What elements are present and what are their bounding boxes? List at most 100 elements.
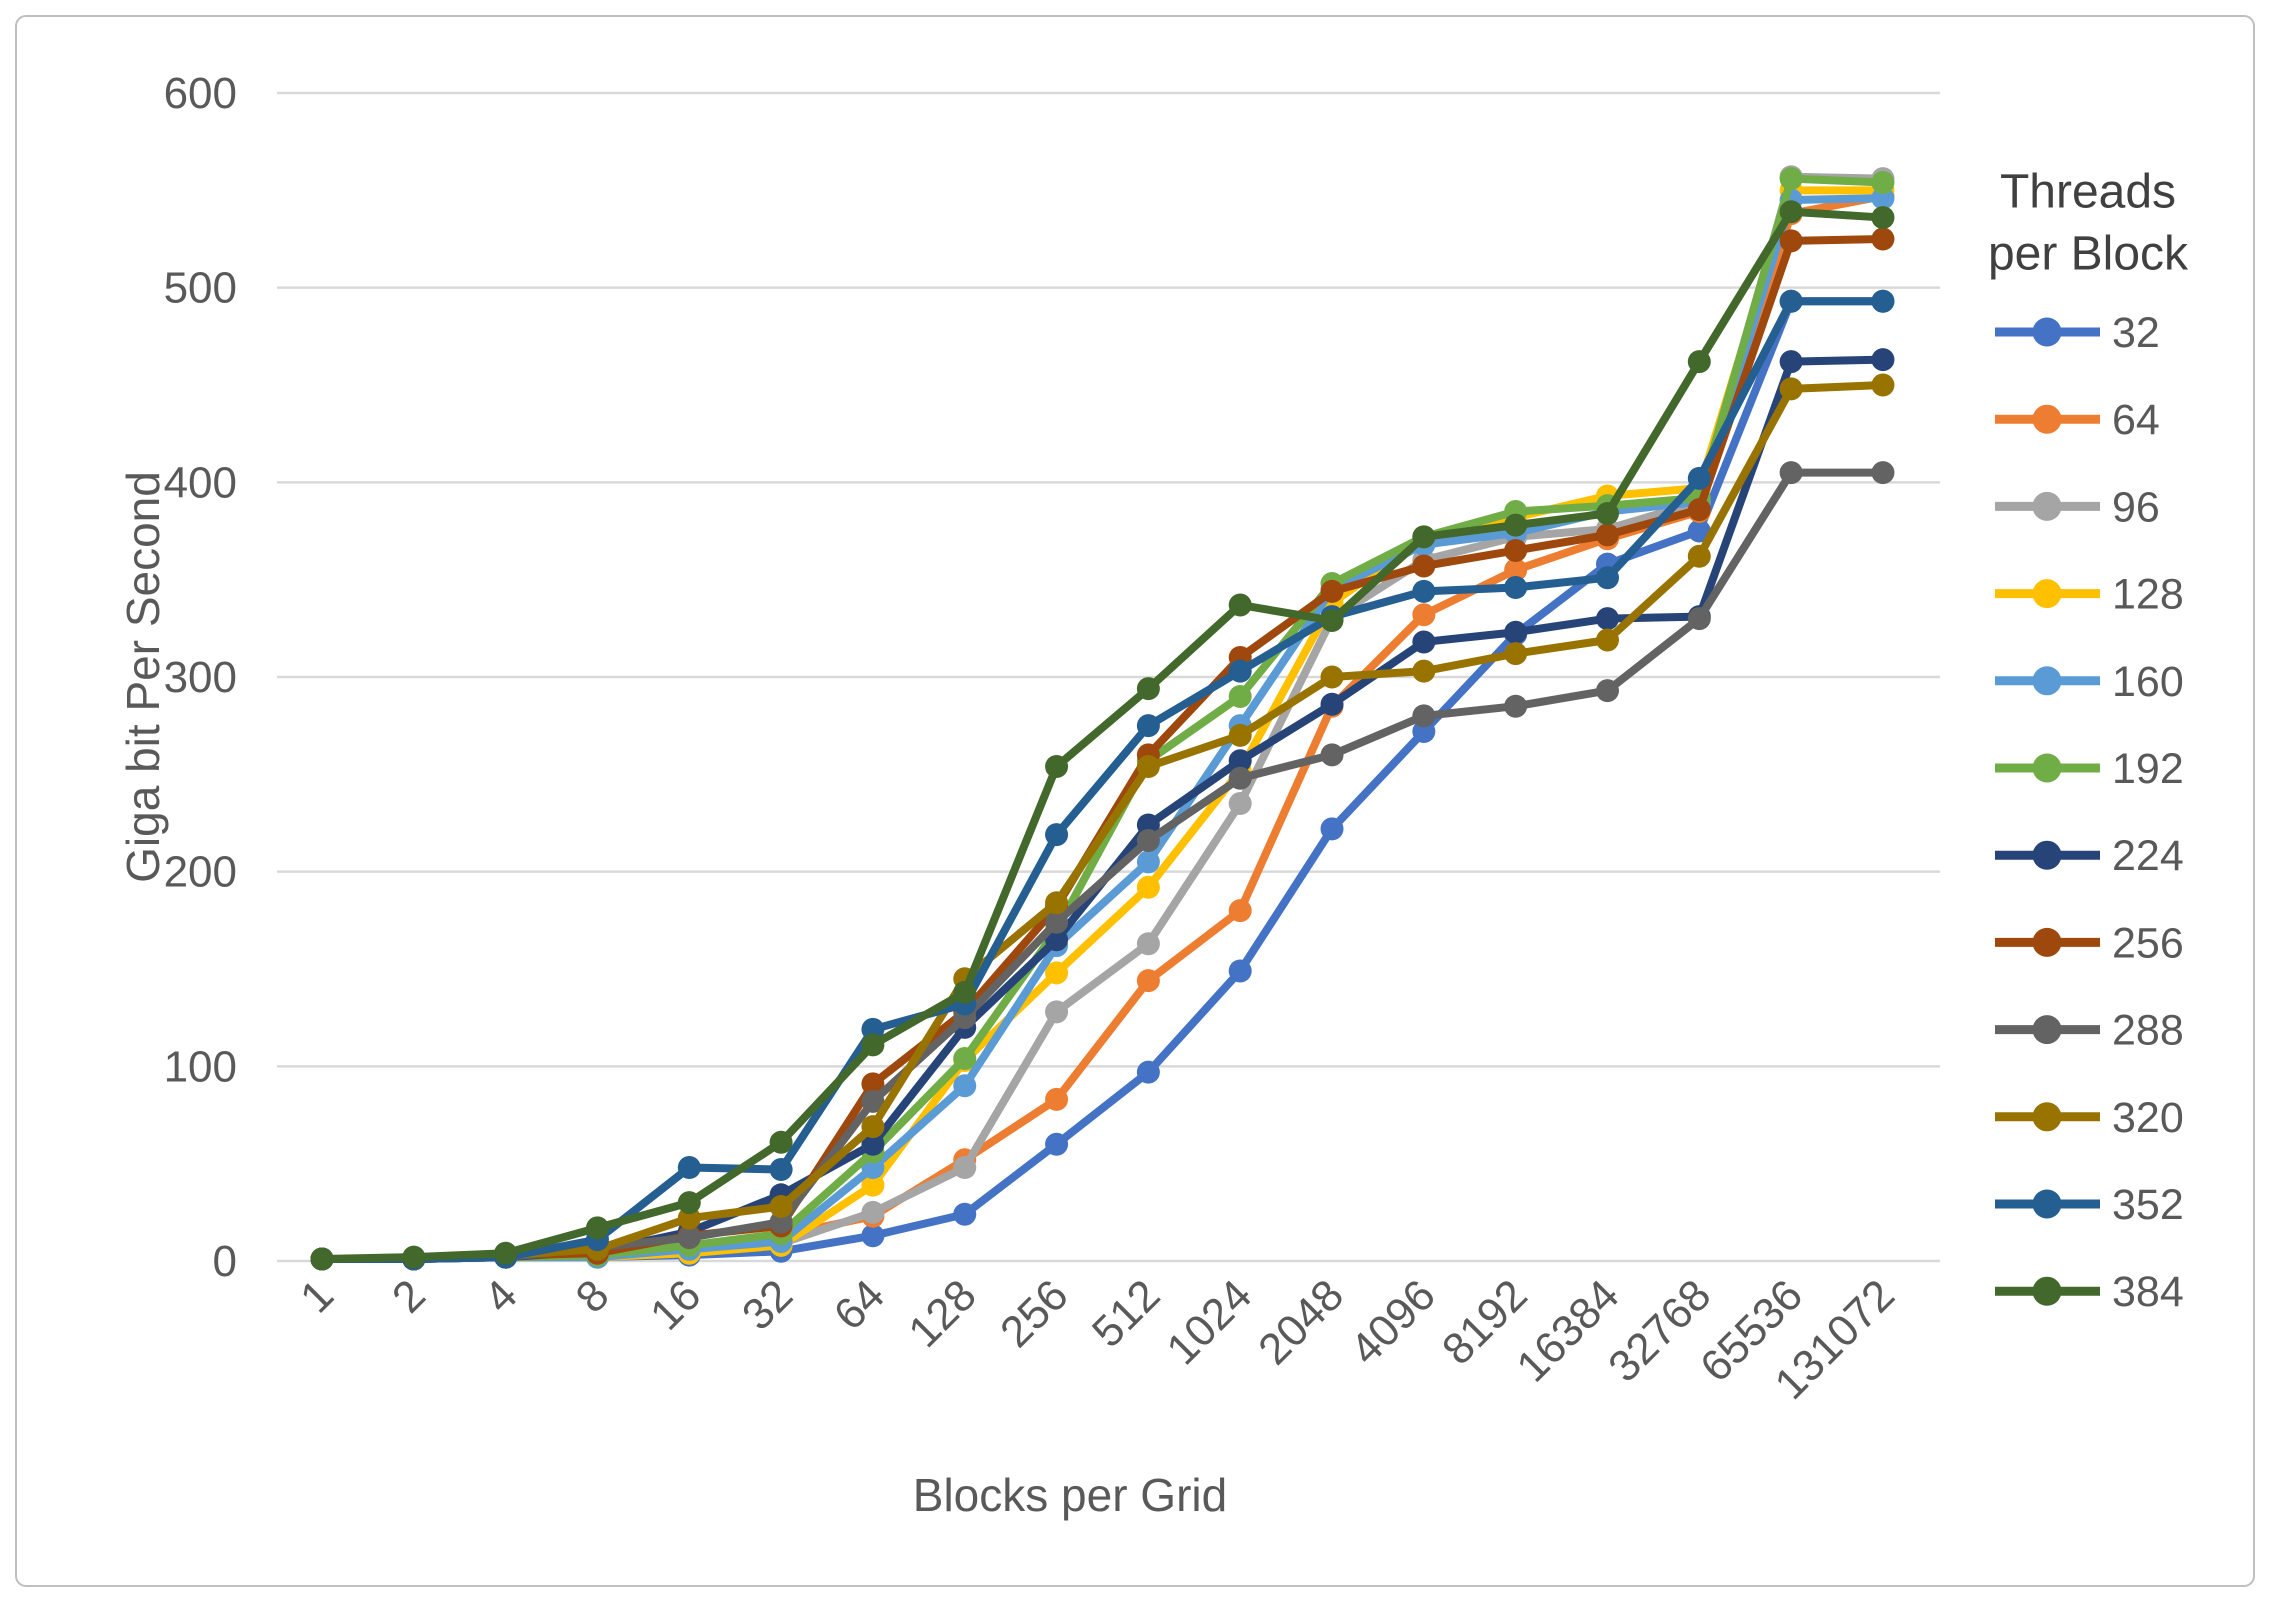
series-marker-384 (1595, 501, 1619, 525)
y-tick-label: 300 (164, 653, 237, 702)
series-marker-192 (953, 1047, 977, 1071)
series-marker-384 (1136, 677, 1160, 701)
series-marker-352 (1779, 289, 1803, 313)
series-marker-224 (1504, 620, 1528, 644)
x-tick-label: 256 (991, 1270, 1078, 1357)
series-marker-320 (1779, 377, 1803, 401)
series-marker-320 (1045, 891, 1069, 915)
series-marker-352 (1871, 289, 1895, 313)
series-marker-256 (1412, 554, 1436, 578)
series-line-96 (318, 172, 1887, 1264)
series-marker-384 (585, 1216, 609, 1240)
series-marker-288 (1136, 829, 1160, 853)
legend-label: 96 (2112, 483, 2160, 531)
series-marker-352 (1595, 566, 1619, 590)
legend-item-384: 384 (1995, 1268, 2184, 1316)
series-marker-288 (1595, 679, 1619, 703)
legend-item-352: 352 (1995, 1181, 2184, 1229)
series-marker-224 (1412, 630, 1436, 654)
x-tick-label: 2048 (1249, 1270, 1353, 1374)
series-marker-352 (677, 1156, 701, 1180)
legend-item-192: 192 (1995, 745, 2184, 793)
series-marker-384 (953, 980, 977, 1004)
x-tick-label: 16384 (1507, 1270, 1628, 1391)
series-marker-352 (769, 1158, 793, 1182)
legend-label: 288 (2112, 1007, 2184, 1055)
series-marker-384 (1779, 200, 1803, 224)
legend-item-320: 320 (1995, 1094, 2184, 1142)
series-marker-256 (1779, 229, 1803, 253)
legend-label: 64 (2112, 396, 2160, 444)
series-marker-288 (1412, 704, 1436, 728)
series-marker-384 (1412, 525, 1436, 549)
series-marker-32 (953, 1202, 977, 1226)
x-tick-label: 1024 (1157, 1270, 1261, 1374)
legend-label: 320 (2112, 1094, 2184, 1142)
series-marker-32 (1045, 1132, 1069, 1156)
x-tick-label: 16 (641, 1270, 710, 1339)
series-marker-352 (1045, 823, 1069, 847)
series-marker-32 (1136, 1060, 1160, 1084)
series-marker-288 (1320, 743, 1344, 767)
series-marker-384 (1504, 513, 1528, 537)
series-marker-96 (1136, 932, 1160, 956)
legend-swatch-marker (2032, 666, 2062, 696)
y-tick-label: 0 (213, 1237, 237, 1286)
y-axis-title: Giga bit Per Second (117, 471, 169, 883)
series-marker-384 (494, 1241, 518, 1265)
x-tick-label: 32768 (1599, 1270, 1720, 1391)
x-tick-label: 128 (899, 1270, 986, 1357)
legend-label: 384 (2112, 1268, 2184, 1316)
series-marker-96 (953, 1156, 977, 1180)
series-marker-128 (1045, 961, 1069, 985)
legend-label: 256 (2112, 919, 2184, 967)
legend-item-128: 128 (1995, 571, 2184, 619)
series-marker-320 (1504, 642, 1528, 666)
series-marker-320 (1412, 659, 1436, 683)
series-marker-352 (1228, 659, 1252, 683)
legend-label: 224 (2112, 832, 2184, 880)
series-line-288 (318, 468, 1887, 1264)
series-marker-320 (1320, 665, 1344, 689)
y-tick-label: 200 (164, 848, 237, 897)
series-marker-224 (1045, 928, 1069, 952)
series-marker-384 (1320, 609, 1344, 633)
series-marker-32 (861, 1224, 885, 1248)
series-marker-384 (1687, 350, 1711, 374)
series-line-320 (318, 380, 1887, 1264)
series-marker-352 (1412, 579, 1436, 603)
series-line-384 (318, 207, 1887, 1264)
series-marker-224 (1779, 350, 1803, 374)
y-tick-label: 100 (164, 1042, 237, 1091)
x-tick-label: 4 (475, 1270, 527, 1322)
x-tick-label: 8 (567, 1270, 619, 1322)
series-marker-64 (1228, 899, 1252, 923)
series-marker-288 (1687, 607, 1711, 631)
legend-label: 192 (2112, 745, 2184, 793)
series-marker-288 (861, 1089, 885, 1113)
series-marker-64 (1504, 558, 1528, 582)
legend-item-224: 224 (1995, 832, 2184, 880)
legend-title-line-1: Threads (1999, 165, 2177, 219)
series-marker-384 (402, 1245, 426, 1269)
series-marker-96 (1045, 1000, 1069, 1024)
y-tick-label: 400 (164, 458, 237, 507)
series-marker-352 (1687, 466, 1711, 490)
series-marker-384 (1045, 755, 1069, 779)
series-marker-384 (310, 1247, 334, 1271)
legend-item-256: 256 (1995, 919, 2184, 967)
series-marker-224 (861, 1132, 885, 1156)
legend-item-160: 160 (1995, 658, 2184, 706)
legend-swatch-marker (2032, 840, 2062, 870)
series-marker-384 (677, 1191, 701, 1215)
series-marker-288 (1504, 694, 1528, 718)
series-marker-96 (861, 1200, 885, 1224)
series-marker-64 (1412, 603, 1436, 627)
series-marker-64 (1136, 969, 1160, 993)
series-marker-384 (769, 1130, 793, 1154)
series-marker-352 (1504, 575, 1528, 599)
legend-label: 32 (2112, 309, 2160, 357)
y-tick-label: 500 (164, 264, 237, 313)
series-marker-256 (1320, 579, 1344, 603)
series-marker-224 (1320, 692, 1344, 716)
